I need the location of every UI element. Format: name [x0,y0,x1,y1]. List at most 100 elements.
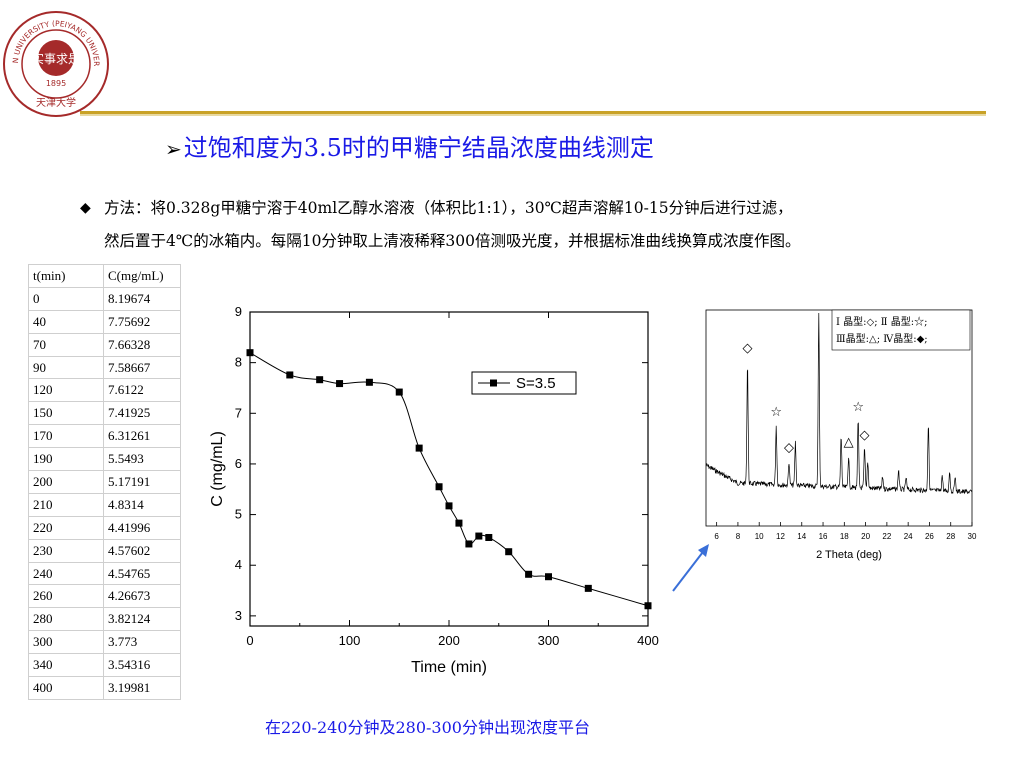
xrd-legend-line: Ⅲ晶型:△; Ⅳ晶型:◆; [836,332,928,345]
table-row: 240 4.54765 [28,561,181,586]
table-cell: 0 [28,286,104,311]
xrd-x-axis-label: 2 Theta (deg) [816,549,882,561]
table-cell: 90 [28,355,104,380]
xrd-legend-box [831,309,971,351]
x-tick-label: 400 [637,633,659,648]
table-row: 70 7.66328 [28,332,181,357]
table-cell: 7.66328 [103,332,181,357]
data-point [445,502,453,510]
table-cell: 4.26673 [103,584,181,609]
series-line [249,352,649,607]
peak-marker: ◇ [860,428,870,443]
xrd-x-tick-label: 22 [882,532,891,541]
table-cell: 4.8314 [103,492,181,517]
table-cell: 4.41996 [103,515,181,540]
pointer-arrow-icon [672,544,709,592]
title-arrow-icon: ➢ [165,137,182,161]
table-row: 90 7.58667 [28,355,181,380]
xrd-chart: 6 8 10 12 14 16 18 20 22 24 26 28 30 2 Theta (deg) ◇ ☆ ◇… [705,306,977,561]
data-point [435,483,443,491]
y-tick-label: 5 [235,507,242,522]
x-tick-label: 100 [339,633,361,648]
slide-title: ➢过饱和度为3.5时的甲糖宁结晶浓度曲线测定 [165,128,654,163]
table-cell: 40 [28,309,104,334]
table-row: 340 3.54316 [28,653,181,678]
y-axis-label: C (mg/mL) [209,431,226,507]
legend-marker [490,379,497,387]
y-tick-label: 9 [235,304,242,319]
table-cell: 3.54316 [103,653,181,678]
header-rule-shadow [80,114,986,116]
peak-marker: ☆ [852,400,864,415]
table-row: 190 5.5493 [28,447,181,472]
table-cell: 7.58667 [103,355,181,380]
data-point [365,378,373,386]
xrd-pattern [705,312,973,495]
table-cell: 3.19981 [103,676,181,700]
table-cell: 280 [28,607,104,632]
svg-text:实事求是: 实事求是 [32,51,80,66]
x-tick-label: 300 [538,633,560,648]
table-cell: 230 [28,538,104,563]
data-point [475,532,483,540]
xrd-x-tick-label: 30 [968,532,977,541]
peak-marker: △ [814,306,824,308]
table-cell: 300 [28,630,104,655]
table-row: 40 7.75692 [28,309,181,334]
y-tick-label: 7 [235,405,242,420]
y-tick-label: 6 [235,456,242,471]
table-cell: 260 [28,584,104,609]
table-cell: 4.54765 [103,561,181,586]
table-row: 210 4.8314 [28,492,181,517]
plot-frame [249,311,649,627]
x-tick-label: 0 [246,633,253,648]
table-row: 220 4.41996 [28,515,181,540]
table-cell: 70 [28,332,104,357]
table-cell: 3.82124 [103,607,181,632]
xrd-x-tick-label: 8 [736,532,741,541]
xrd-legend-line: Ⅰ 晶型:◇; Ⅱ 晶型:☆; [836,315,927,328]
peak-marker: ◇ [742,341,752,356]
peak-marker: ☆ [770,405,782,420]
table-cell: 220 [28,515,104,540]
xrd-x-tick-label: 28 [946,532,955,541]
table-row: 200 5.17191 [28,470,181,494]
table-row: 120 7.6122 [28,378,181,403]
table-cell: 5.17191 [103,470,181,494]
data-point [316,376,324,384]
table-header-row: t(min) C(mg/mL) [28,264,181,288]
table-cell: 4.57602 [103,538,181,563]
xrd-x-tick-label: 12 [776,532,785,541]
table-cell: 240 [28,561,104,586]
table-cell: 210 [28,492,104,517]
y-tick-label: 4 [235,557,242,572]
peak-marker: △ [844,435,854,450]
table-cell: 7.41925 [103,401,181,426]
table-cell: 150 [28,401,104,426]
table-cell: 340 [28,653,104,678]
table-cell: 400 [28,676,104,700]
xrd-x-tick-label: 14 [797,532,806,541]
table-row: 230 4.57602 [28,538,181,563]
table-header-cell: t(min) [28,264,104,288]
method-line-1: 方法：将0.328g甲糖宁溶于40ml乙醇水溶液（体积比1:1），30℃超声溶解… [104,199,793,217]
xrd-x-tick-label: 18 [840,532,849,541]
table-cell: 200 [28,470,104,494]
data-point [395,388,403,396]
data-point [505,548,513,556]
concentration-chart: 0 100 200 300 400 3 4 5 6 7 8 9 Time (min) C (mg/mL) S… [209,304,659,676]
peak-marker: ◇ [784,441,794,456]
y-tick-label: 8 [235,355,242,370]
table-row: 280 3.82124 [28,607,181,632]
svg-text:1895: 1895 [46,79,66,88]
xrd-x-tick-label: 6 [714,532,719,541]
data-point [525,570,533,578]
table-cell: 8.19674 [103,286,181,311]
table-cell: 5.5493 [103,447,181,472]
diamond-bullet-icon: ◆ [80,200,91,216]
table-cell: 3.773 [103,630,181,655]
xrd-x-tick-label: 20 [861,532,870,541]
table-row: 170 6.31261 [28,424,181,449]
table-cell: 120 [28,378,104,403]
y-tick-label: 3 [235,608,242,623]
